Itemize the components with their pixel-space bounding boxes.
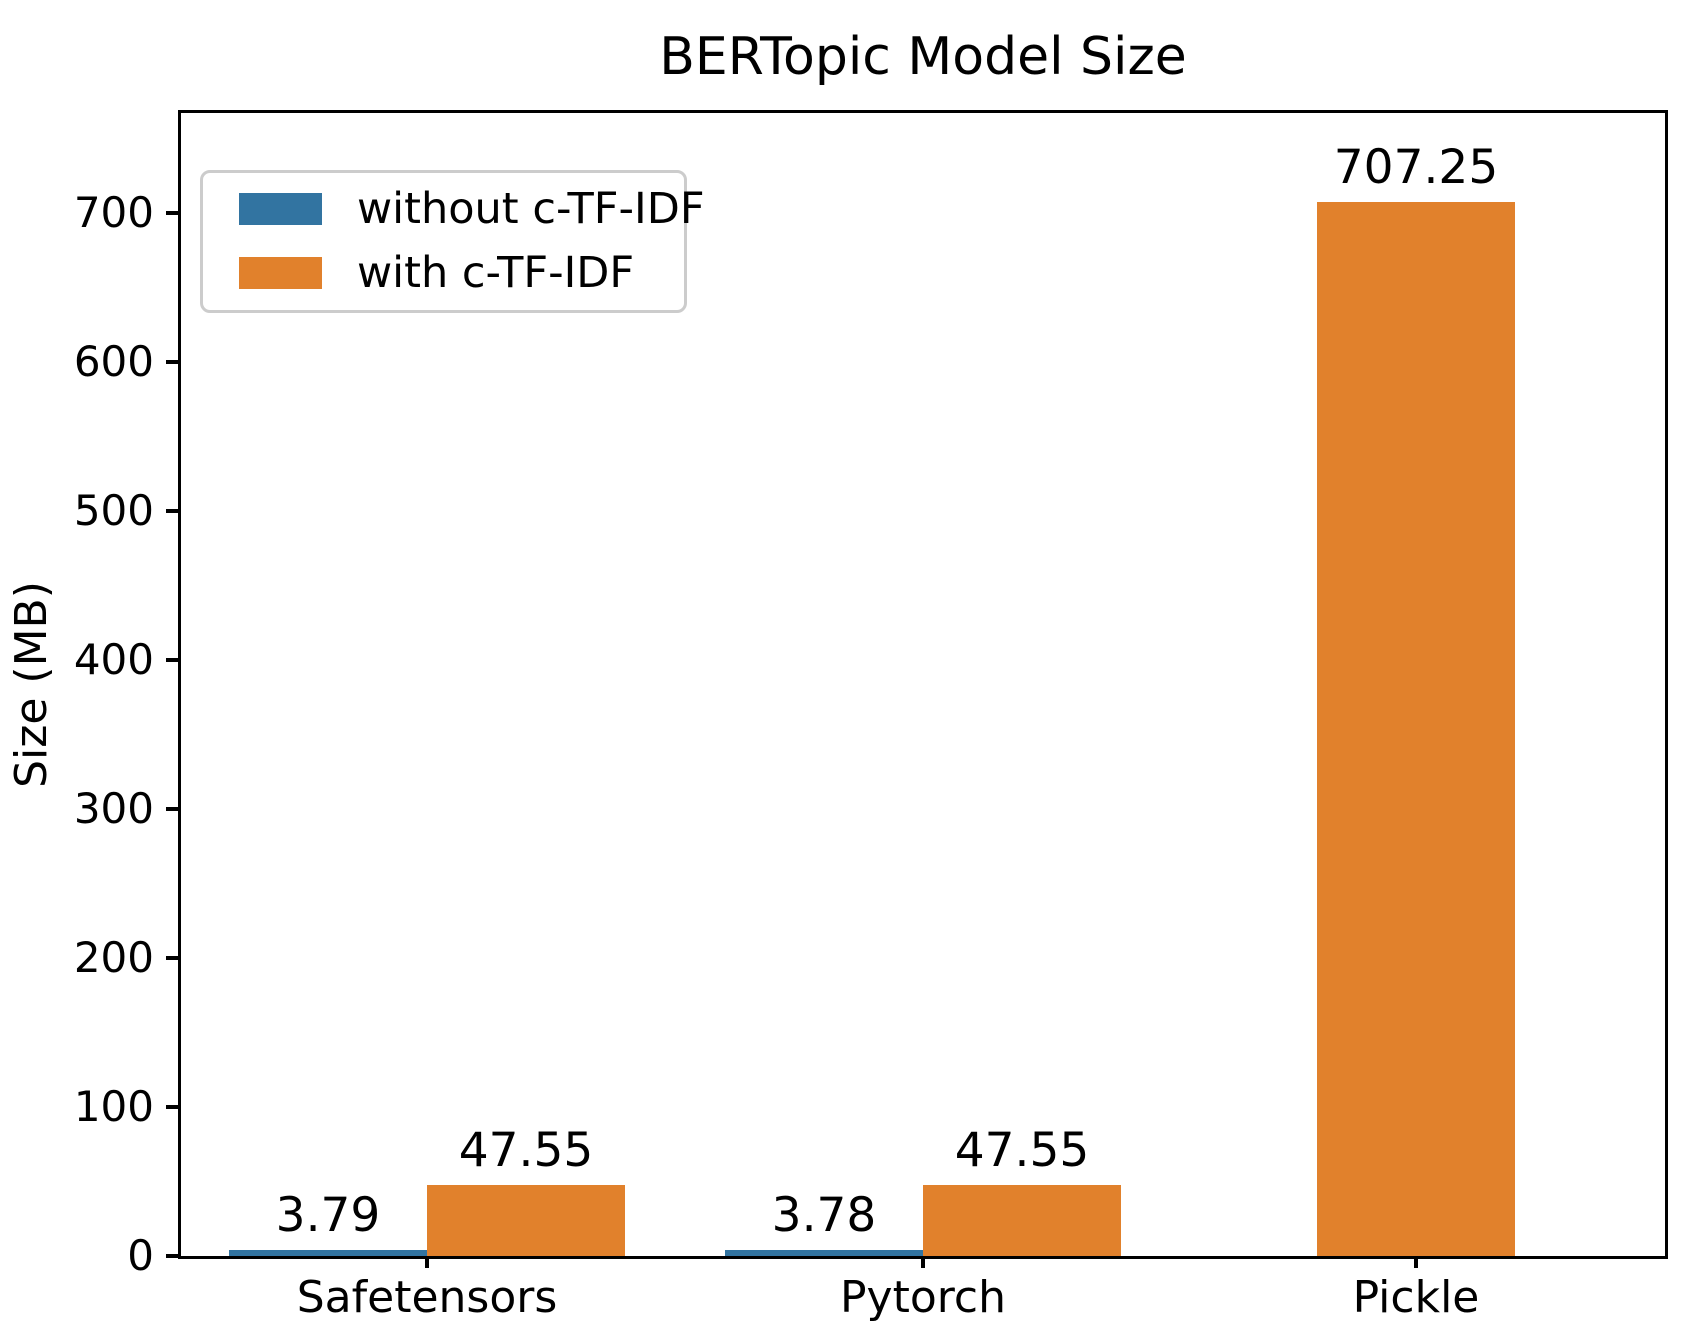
legend-entry-with-ctfidf: with c-TF-IDF [239,251,634,294]
y-tick-label-100: 100 [73,1082,154,1131]
x-tick-mark-safetensors [425,1256,429,1268]
y-axis-label: Size (MB) [5,581,57,788]
y-tick-label-0: 0 [127,1231,154,1280]
x-tick-mark-pytorch [921,1256,925,1268]
legend-swatch-blue [239,193,322,225]
x-tick-mark-pickle [1414,1256,1418,1268]
y-tick-label-600: 600 [73,337,154,386]
y-tick-label-300: 300 [73,784,154,833]
bar-value-label: 707.25 [1333,140,1499,195]
legend: without c-TF-IDF with c-TF-IDF [200,170,705,313]
x-tick-label-pytorch: Pytorch [840,1272,1006,1323]
bar-rect [427,1185,625,1256]
bar-value-label: 47.55 [954,1123,1090,1179]
x-tick-label-pickle: Pickle [1352,1272,1480,1323]
y-tick-mark-400 [166,658,178,662]
legend-entry-without-ctfidf: without c-TF-IDF [239,187,705,230]
bar-rect [229,1250,427,1256]
y-tick-label-200: 200 [73,933,154,982]
y-tick-label-400: 400 [73,635,154,684]
legend-label: with c-TF-IDF [357,247,635,298]
legend-label: without c-TF-IDF [357,183,705,234]
plot-area: 0 100 200 300 400 500 600 700 Safetensor… [74,110,1668,1322]
y-tick-mark-100 [166,1105,178,1109]
bar-value-label: 47.55 [458,1123,594,1179]
bar-pytorch-without-ctfidf: 3.78 [725,113,923,1256]
chart-title: BERTopic Model Size [659,27,1187,87]
bar-pickle-with-ctfidf: 707.25 [1317,113,1515,1256]
bar-rect [923,1185,1121,1256]
bar-value-label: 3.79 [275,1188,381,1244]
y-tick-mark-500 [166,509,178,513]
bar-rect [725,1250,923,1256]
y-tick-mark-0 [166,1254,178,1258]
x-tick-label-safetensors: Safetensors [296,1272,558,1323]
bar-value-label: 3.78 [771,1188,877,1244]
y-tick-label-700: 700 [73,188,154,237]
y-tick-mark-300 [166,807,178,811]
bar-rect [1317,202,1515,1256]
y-tick-mark-700 [166,211,178,215]
y-tick-mark-600 [166,360,178,364]
bar-pytorch-with-ctfidf: 47.55 [923,113,1121,1256]
legend-swatch-orange [239,257,322,289]
y-tick-label-500: 500 [73,486,154,535]
y-tick-mark-200 [166,956,178,960]
